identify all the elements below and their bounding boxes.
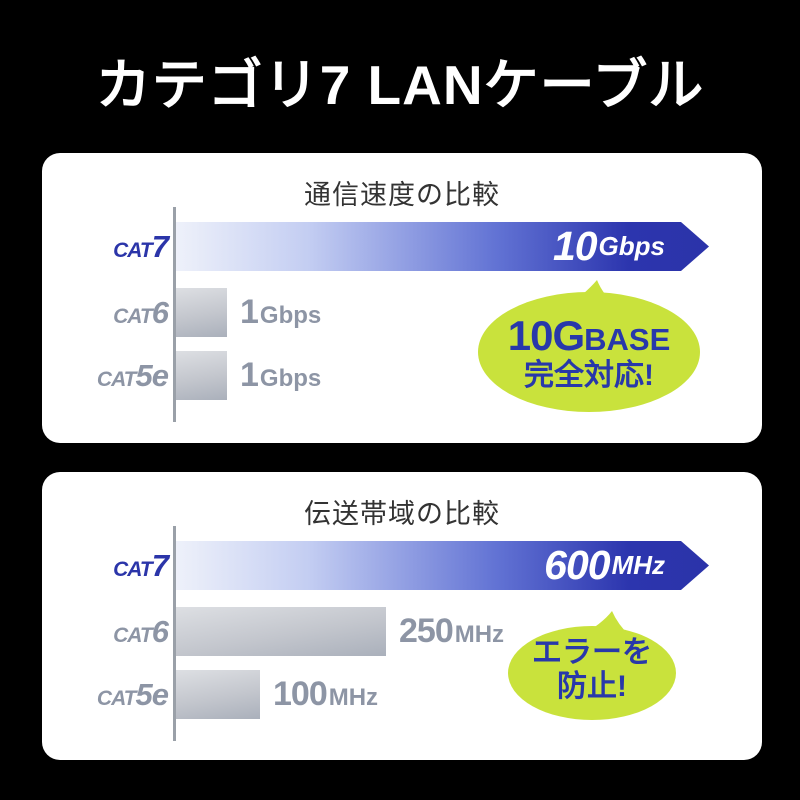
category-label-cat5e: CAT5e <box>96 358 169 393</box>
bar-cat6 <box>176 288 227 337</box>
speed-chart-area: CAT7 10 Gbps CAT6 1Gbps CAT5e 1Gbps <box>42 153 762 443</box>
category-label-cat7: CAT7 <box>113 229 169 264</box>
bandwidth-chart-title: 伝送帯域の比較 <box>304 499 500 529</box>
speech-bubble-text: 10GBASE 完全対応! <box>507 311 671 392</box>
bar-cat7: 10 Gbps <box>176 222 709 271</box>
category-label-cat6: CAT6 <box>113 614 169 649</box>
bar-cat5e <box>176 670 260 719</box>
speed-comparison-panel: 通信速度の比較 CAT7 10 Gbps CAT6 1Gbps CAT5e 1Gbps 10… <box>42 153 762 443</box>
speech-bubble-shape <box>478 280 700 412</box>
speech-bubble-error: エラーを 防止! <box>508 609 676 721</box>
speech-bubble-text: エラーを 防止! <box>532 636 652 703</box>
bar-cat7: 600 MHz <box>176 541 709 590</box>
value-label-cat5e: 1Gbps <box>240 356 322 394</box>
value-label-cat5e: 100MHz <box>273 675 379 713</box>
bar-cat6 <box>176 607 386 656</box>
category-label-cat6: CAT6 <box>113 295 169 330</box>
bandwidth-comparison-panel: 伝送帯域の比較 CAT7 600 MHz CAT6 250MHz CAT5e 100MHz … <box>42 472 762 760</box>
category-label-cat7: CAT7 <box>113 548 169 583</box>
speed-chart-title: 通信速度の比較 <box>304 180 500 210</box>
value-label-cat6: 250MHz <box>399 612 505 650</box>
value-label-cat6: 1Gbps <box>240 293 322 331</box>
bandwidth-chart-area: CAT7 600 MHz CAT6 250MHz CAT5e 100MHz <box>42 472 762 760</box>
category-label-cat5e: CAT5e <box>96 677 169 712</box>
chart-axis-line <box>173 207 176 422</box>
bar-cat5e <box>176 351 227 400</box>
page-title: カテゴリ7 LANケーブル <box>95 54 705 116</box>
speech-bubble-shape <box>508 611 676 720</box>
speech-bubble-10gbase: 10GBASE 完全対応! <box>477 278 701 414</box>
chart-axis-line <box>173 526 176 741</box>
